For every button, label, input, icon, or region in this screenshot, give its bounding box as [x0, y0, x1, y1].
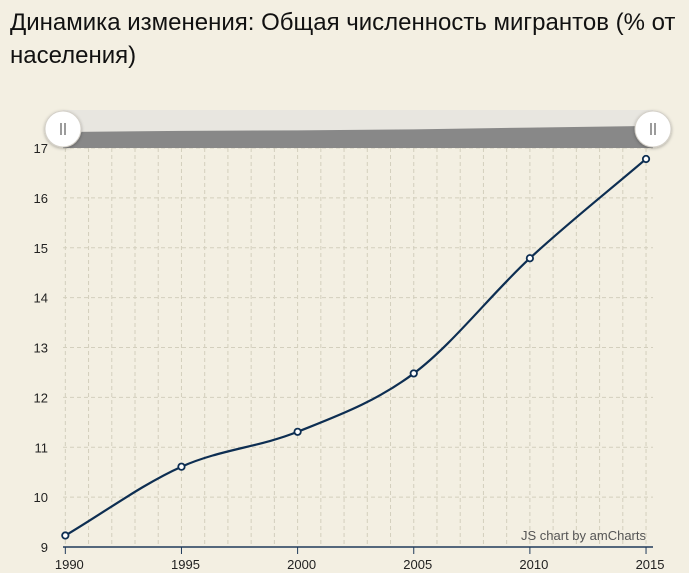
data-point[interactable] — [293, 427, 302, 436]
axes: 9 10 11 12 13 14 15 16 17 1990 1995 2000 2005 2010 201… — [34, 141, 665, 572]
scrollbar-right-handle[interactable] — [634, 110, 672, 148]
series-layer — [61, 154, 651, 540]
data-point[interactable] — [409, 369, 418, 378]
y-tick-label: 17 — [34, 141, 48, 156]
data-point[interactable] — [177, 462, 186, 471]
y-tick-label: 9 — [41, 540, 48, 555]
amcharts-watermark[interactable]: JS chart by amCharts — [521, 528, 646, 543]
y-tick-label: 10 — [34, 490, 48, 505]
scrollbar[interactable] — [44, 110, 672, 148]
y-tick-label: 15 — [34, 241, 48, 256]
scrollbar-left-handle[interactable] — [44, 110, 82, 148]
data-point[interactable] — [641, 154, 651, 164]
x-tick-label: 2000 — [287, 557, 316, 572]
handle-circle[interactable] — [634, 110, 672, 148]
x-tick-label: 2005 — [403, 557, 432, 572]
y-tick-label: 14 — [34, 291, 48, 306]
y-tick-label: 11 — [35, 440, 49, 455]
data-point[interactable] — [525, 254, 534, 263]
x-tick-label: 2015 — [636, 557, 665, 572]
x-tick-label: 2010 — [519, 557, 548, 572]
x-tick-label: 1995 — [171, 557, 200, 572]
handle-circle[interactable] — [44, 110, 82, 148]
y-tick-label: 16 — [34, 191, 48, 206]
data-point[interactable] — [61, 531, 70, 540]
y-tick-label: 12 — [34, 390, 48, 405]
y-tick-label: 13 — [34, 341, 48, 356]
series-line — [64, 158, 647, 537]
grid-lines — [63, 147, 653, 547]
x-tick-label: 1990 — [55, 557, 84, 572]
chart-title: Динамика изменения: Общая численность ми… — [10, 9, 676, 69]
scrollbar-preview-area — [63, 126, 653, 148]
